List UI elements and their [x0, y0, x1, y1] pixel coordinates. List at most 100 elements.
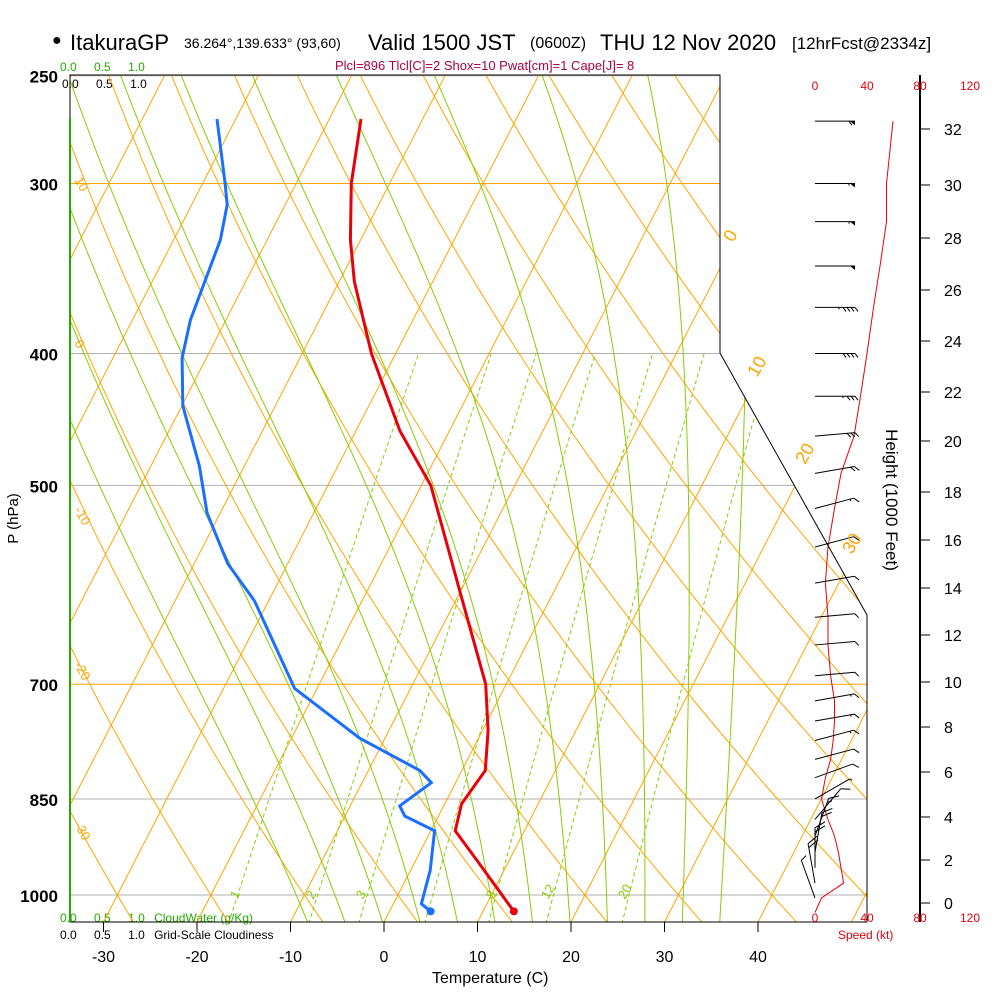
- isotherm: [102, 75, 552, 922]
- wind-barb: [814, 693, 860, 702]
- pressure-tick-label: 850: [30, 791, 58, 810]
- wind-barb: [814, 497, 860, 510]
- barb-half: [849, 694, 852, 697]
- wind-barb: [814, 788, 851, 820]
- cl-tick: 0.0: [60, 928, 77, 942]
- barb-staff: [814, 640, 855, 646]
- dry-adiabat: [783, 75, 867, 922]
- barb-staff: [814, 713, 855, 722]
- barb-tick: [853, 497, 860, 503]
- wind-speed-line: [814, 121, 894, 913]
- barb-staff: [814, 575, 855, 584]
- wind-barb: [815, 306, 859, 312]
- mixing-ratio-label: 12: [538, 881, 558, 901]
- dry-adiabat: [70, 75, 230, 922]
- speed-tick-bottom: 0: [812, 911, 819, 925]
- isotherm-label: 0: [719, 226, 741, 245]
- wind-barb: [814, 807, 833, 853]
- barb-staff: [814, 465, 855, 474]
- mixing-ratio-line: [358, 353, 537, 922]
- mixing-ratio-line: [621, 353, 773, 922]
- isotherm: [850, 75, 867, 922]
- mixing-ratio-label: 2: [303, 888, 320, 902]
- barb-staff: [814, 812, 823, 853]
- temperature-tick-label: 20: [562, 949, 580, 966]
- mixing-ratio-line: [227, 353, 420, 922]
- moist-adiabat: [180, 75, 496, 922]
- wind-barb: [814, 795, 840, 837]
- barb-staff: [814, 613, 855, 618]
- dry-adiabat: [285, 75, 867, 922]
- barb-tick: [854, 613, 860, 619]
- moist-adiabat: [70, 75, 384, 922]
- barb-tick: [846, 353, 851, 358]
- barb-tick: [814, 825, 826, 833]
- barb-half: [849, 498, 852, 502]
- barb-tick: [854, 395, 859, 401]
- height-tick-label: 22: [944, 385, 962, 402]
- wind-barb: [814, 575, 860, 584]
- barb-tick: [850, 395, 855, 401]
- speed-tick-bottom: 120: [960, 911, 980, 925]
- height-tick-label: 12: [944, 628, 962, 645]
- speed-tick-bottom: 40: [860, 911, 874, 925]
- isotherm: [289, 75, 739, 922]
- barb-tick: [853, 536, 860, 541]
- x-axis-label: Temperature (C): [432, 970, 549, 987]
- dry-adiabat: [161, 75, 704, 922]
- isotherm-label: 30: [838, 530, 865, 557]
- wind-barb: [814, 536, 860, 548]
- barb-tick: [807, 835, 818, 845]
- barb-half: [849, 714, 852, 717]
- wind-barb: [814, 613, 860, 619]
- barb-tick: [854, 641, 860, 646]
- isotherm-label: 10: [743, 353, 770, 380]
- barb-staff: [814, 778, 850, 800]
- valid-date: THU 12 Nov 2020: [600, 30, 777, 55]
- wind-barb: [815, 395, 859, 401]
- barb-tick: [852, 763, 860, 768]
- barb-tick: [848, 120, 853, 126]
- wind-barb: [814, 465, 860, 474]
- height-tick-label: 14: [944, 581, 962, 598]
- barb-staff: [814, 788, 842, 820]
- speed-tick-top: 0: [812, 79, 819, 93]
- speed-axis-label: Speed (kt): [838, 928, 894, 942]
- station-coords: 36.264°,139.633° (93,60): [184, 35, 341, 51]
- mixing-ratio-label: 3: [353, 888, 370, 902]
- barb-tick: [854, 693, 860, 699]
- dry-adiabat: [410, 75, 867, 922]
- surface-temperature-dot: [509, 907, 518, 916]
- moist-adiabat: [70, 75, 347, 922]
- moist-adiabat: [252, 75, 534, 922]
- barb-tick: [821, 807, 833, 814]
- barb-flag: [850, 121, 855, 126]
- wind-barb: [807, 835, 819, 884]
- barb-staff: [814, 671, 855, 677]
- wind-barb: [800, 855, 816, 899]
- pressure-tick-label: 700: [30, 676, 58, 695]
- barb-flag: [850, 221, 855, 226]
- height-tick-label: 2: [944, 853, 953, 870]
- dry-adiabat: [223, 75, 799, 922]
- barb-half: [849, 778, 853, 781]
- moist-adiabat: [70, 75, 309, 922]
- barb-flag: [850, 183, 855, 188]
- speed-tick-bottom: 80: [913, 911, 927, 925]
- barb-half: [827, 800, 833, 803]
- speed-tick-top: 40: [860, 79, 874, 93]
- temperature-tick-label: 0: [380, 949, 389, 966]
- barb-half: [849, 730, 852, 734]
- wind-barb: [814, 778, 853, 800]
- dry-adiabat: [534, 75, 867, 922]
- wind-barb: [814, 713, 860, 722]
- speed-tick-top: 80: [913, 79, 927, 93]
- height-tick-label: 26: [944, 283, 962, 300]
- barb-tick: [850, 466, 856, 472]
- barb-tick: [814, 821, 826, 829]
- barb-staff: [814, 798, 830, 837]
- dry-adiabat: [70, 75, 515, 922]
- station-bullet: ●: [52, 32, 62, 49]
- cloudwater-top-scale: 0.0 0.5 1.0: [60, 60, 145, 74]
